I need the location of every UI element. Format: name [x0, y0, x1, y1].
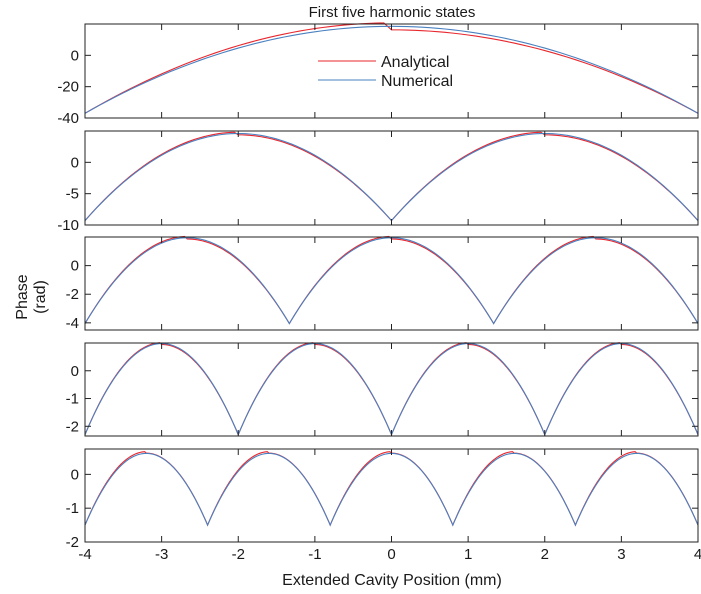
y-tick-label-h2: 0	[71, 154, 79, 171]
x-tick-label: 1	[464, 546, 472, 563]
y-tick-label-h4: -2	[66, 418, 79, 435]
legend: Analytical Numerical	[318, 54, 453, 90]
panel-harmonic-3: -4 -2 0	[66, 236, 698, 331]
y-tick-label-h5: -2	[66, 534, 79, 551]
x-tick-label: 4	[694, 546, 701, 563]
series-line-numerical-h4	[85, 344, 698, 435]
y-tick-label-h1: 0	[71, 47, 79, 64]
y-axis-label-line1: Phase	[14, 274, 31, 319]
series-line-analytical-h4	[85, 343, 698, 435]
x-tick-label: 3	[617, 546, 625, 563]
y-tick-label-h3: -2	[66, 286, 79, 303]
legend-label-analytical: Analytical	[381, 54, 449, 71]
y-axis-label: Phase (rad)	[14, 274, 49, 319]
axes-frame-h2	[85, 131, 698, 225]
x-tick-label: -3	[155, 546, 168, 563]
series-line-analytical-h3	[85, 236, 698, 323]
y-tick-label-h5: -1	[66, 500, 79, 517]
panel-harmonic-2: -10 -5 0	[57, 131, 698, 234]
series-line-numerical-h3	[85, 238, 698, 324]
x-tick-label: -2	[232, 546, 245, 563]
y-axis-label-line2: (rad)	[32, 280, 49, 314]
x-tick-labels: -4 -3 -2 -1 0 1 2 3 4	[78, 546, 701, 563]
panels-group: -40-200-10-50-4-20-2-10-2-10	[57, 23, 698, 551]
y-tick-label-h3: 0	[71, 258, 79, 275]
y-tick-label-h2: -5	[66, 186, 79, 203]
axes-frame-h4	[85, 343, 698, 436]
series-line-numerical-h5	[85, 453, 698, 525]
x-tick-label: 0	[387, 546, 395, 563]
y-tick-label-h1: -40	[57, 110, 79, 127]
series-line-analytical-h5	[85, 452, 698, 525]
x-tick-label: -1	[308, 546, 321, 563]
panel-harmonic-5: -2 -1 0	[66, 449, 698, 551]
y-tick-label-h1: -20	[57, 79, 79, 96]
figure-title: First five harmonic states	[309, 4, 476, 21]
x-axis-label: Extended Cavity Position (mm)	[282, 572, 502, 589]
x-tick-label: -4	[78, 546, 91, 563]
y-tick-label-h2: -10	[57, 217, 79, 234]
axes-frame-h5	[85, 449, 698, 542]
panel-harmonic-4: -2 -1 0	[66, 343, 698, 436]
series-line-analytical-h2	[85, 132, 698, 220]
panel-harmonic-1: -40 -20 0	[57, 23, 698, 127]
y-tick-label-h3: -4	[66, 315, 79, 332]
y-tick-label-h5: 0	[71, 466, 79, 483]
y-tick-label-h4: 0	[71, 363, 79, 380]
axes-frame-h3	[85, 237, 698, 330]
y-tick-label-h4: -1	[66, 391, 79, 408]
legend-label-numerical: Numerical	[381, 73, 453, 90]
x-tick-label: 2	[541, 546, 549, 563]
